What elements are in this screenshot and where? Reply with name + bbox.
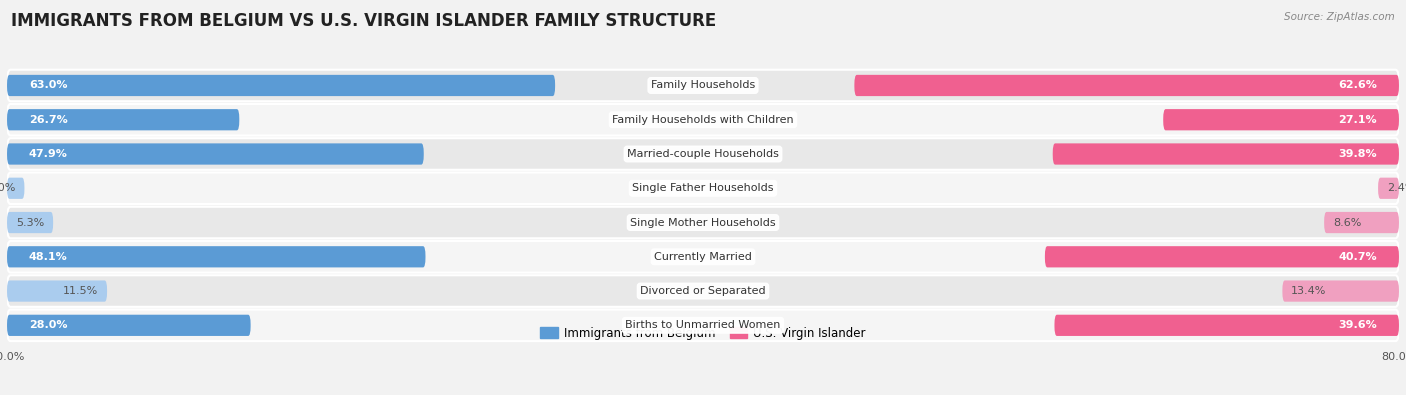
FancyBboxPatch shape — [7, 109, 239, 130]
FancyBboxPatch shape — [1053, 143, 1399, 165]
Text: Single Mother Households: Single Mother Households — [630, 218, 776, 228]
FancyBboxPatch shape — [7, 315, 250, 336]
Text: 2.4%: 2.4% — [1386, 183, 1406, 193]
Text: 28.0%: 28.0% — [28, 320, 67, 330]
FancyBboxPatch shape — [7, 138, 1399, 170]
Text: 40.7%: 40.7% — [1339, 252, 1378, 262]
FancyBboxPatch shape — [7, 173, 1399, 204]
Text: 39.8%: 39.8% — [1339, 149, 1378, 159]
FancyBboxPatch shape — [1054, 315, 1399, 336]
Text: 2.0%: 2.0% — [0, 183, 15, 193]
Text: 13.4%: 13.4% — [1291, 286, 1326, 296]
FancyBboxPatch shape — [1282, 280, 1399, 302]
FancyBboxPatch shape — [7, 143, 423, 165]
Text: Single Father Households: Single Father Households — [633, 183, 773, 193]
Text: Divorced or Separated: Divorced or Separated — [640, 286, 766, 296]
Text: Family Households: Family Households — [651, 81, 755, 90]
FancyBboxPatch shape — [7, 275, 1399, 307]
FancyBboxPatch shape — [7, 75, 555, 96]
FancyBboxPatch shape — [7, 310, 1399, 341]
Text: Currently Married: Currently Married — [654, 252, 752, 262]
Text: 62.6%: 62.6% — [1339, 81, 1378, 90]
Text: 48.1%: 48.1% — [28, 252, 67, 262]
Text: 63.0%: 63.0% — [28, 81, 67, 90]
Text: Married-couple Households: Married-couple Households — [627, 149, 779, 159]
Text: 11.5%: 11.5% — [63, 286, 98, 296]
Text: Family Households with Children: Family Households with Children — [612, 115, 794, 125]
FancyBboxPatch shape — [1378, 178, 1399, 199]
Text: 27.1%: 27.1% — [1339, 115, 1378, 125]
FancyBboxPatch shape — [855, 75, 1399, 96]
Text: 39.6%: 39.6% — [1339, 320, 1378, 330]
Text: 26.7%: 26.7% — [28, 115, 67, 125]
Text: IMMIGRANTS FROM BELGIUM VS U.S. VIRGIN ISLANDER FAMILY STRUCTURE: IMMIGRANTS FROM BELGIUM VS U.S. VIRGIN I… — [11, 12, 717, 30]
FancyBboxPatch shape — [7, 178, 24, 199]
FancyBboxPatch shape — [7, 280, 107, 302]
Text: Births to Unmarried Women: Births to Unmarried Women — [626, 320, 780, 330]
FancyBboxPatch shape — [7, 104, 1399, 135]
FancyBboxPatch shape — [1045, 246, 1399, 267]
FancyBboxPatch shape — [7, 207, 1399, 238]
Text: 5.3%: 5.3% — [17, 218, 45, 228]
FancyBboxPatch shape — [7, 212, 53, 233]
FancyBboxPatch shape — [7, 70, 1399, 101]
FancyBboxPatch shape — [7, 246, 426, 267]
FancyBboxPatch shape — [1324, 212, 1399, 233]
Legend: Immigrants from Belgium, U.S. Virgin Islander: Immigrants from Belgium, U.S. Virgin Isl… — [536, 322, 870, 344]
FancyBboxPatch shape — [7, 241, 1399, 273]
Text: 8.6%: 8.6% — [1333, 218, 1361, 228]
Text: Source: ZipAtlas.com: Source: ZipAtlas.com — [1284, 12, 1395, 22]
Text: 47.9%: 47.9% — [28, 149, 67, 159]
FancyBboxPatch shape — [1163, 109, 1399, 130]
